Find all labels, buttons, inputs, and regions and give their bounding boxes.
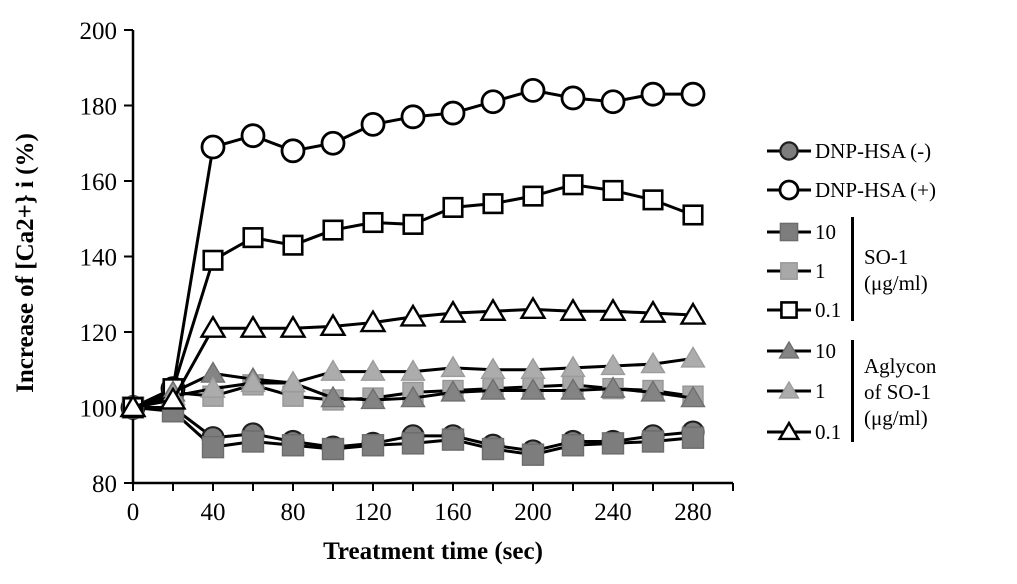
- legend-item-aglycon-1: 1: [766, 377, 826, 405]
- legend-item-so1-0-1: 0.1: [766, 296, 841, 324]
- legend-item-aglycon-10: 10: [766, 337, 836, 365]
- y-axis-title: Increase of [Ca2+} i (%): [12, 133, 39, 393]
- legend-label: DNP-HSA (+): [815, 177, 936, 202]
- svg-text:40: 40: [201, 499, 226, 526]
- svg-text:140: 140: [80, 245, 118, 272]
- legend-item-so1-1: 1: [766, 257, 826, 285]
- triangle-light-marker-icon: [767, 380, 811, 399]
- so1-group-label-line: SO-1: [864, 245, 909, 269]
- square-light-marker-icon: [767, 262, 811, 280]
- svg-text:240: 240: [594, 499, 632, 526]
- x-axis-title: Treatment time (sec): [323, 538, 543, 565]
- svg-text:160: 160: [80, 169, 118, 196]
- svg-text:0: 0: [127, 499, 140, 526]
- so1-group-bracket: [851, 217, 854, 321]
- legend-label: DNP-HSA (-): [815, 138, 932, 163]
- triangle-open-marker-icon: [767, 420, 811, 441]
- svg-text:80: 80: [281, 499, 306, 526]
- aglycon-group-label-line: Aglycon: [864, 354, 937, 378]
- legend-label: 10: [815, 219, 836, 244]
- legend-item-so1-10: 10: [766, 218, 836, 246]
- legend-label: 1: [815, 258, 826, 283]
- circle-open-marker-icon: [767, 179, 811, 201]
- legend-label: 0.1: [815, 297, 842, 322]
- aglycon-group-label: Aglycon of SO-1 (μg/ml): [864, 353, 936, 431]
- svg-text:120: 120: [80, 320, 118, 347]
- svg-text:80: 80: [92, 471, 117, 498]
- svg-text:200: 200: [80, 18, 118, 45]
- square-open-marker-icon: [767, 301, 811, 319]
- legend-item-aglycon-0-1: 0.1: [766, 418, 841, 446]
- svg-text:200: 200: [514, 499, 552, 526]
- svg-text:280: 280: [674, 499, 712, 526]
- legend-item-dnp-hsa-plus: DNP-HSA (+): [766, 176, 936, 204]
- so1-group-label-line: (μg/ml): [864, 271, 928, 295]
- aglycon-group-label-line: (μg/ml): [864, 406, 928, 430]
- triangle-dark-marker-icon: [767, 340, 811, 359]
- legend-label: 0.1: [815, 419, 842, 444]
- so1-group-label: SO-1 (μg/ml): [864, 244, 928, 296]
- aglycon-group-bracket: [851, 340, 854, 442]
- circle-dark-marker-icon: [767, 141, 811, 161]
- svg-text:100: 100: [80, 396, 118, 423]
- svg-text:160: 160: [434, 499, 472, 526]
- legend-label: 1: [815, 378, 826, 403]
- aglycon-group-label-line: of SO-1: [864, 380, 932, 404]
- square-dark-marker-icon: [767, 222, 811, 242]
- svg-text:180: 180: [80, 94, 118, 121]
- svg-text:120: 120: [354, 499, 392, 526]
- legend: DNP-HSA (-) DNP-HSA (+) 10 1 0.1 10 1 0: [766, 0, 1017, 584]
- legend-label: 10: [815, 338, 836, 363]
- legend-item-dnp-hsa-minus: DNP-HSA (-): [766, 137, 931, 165]
